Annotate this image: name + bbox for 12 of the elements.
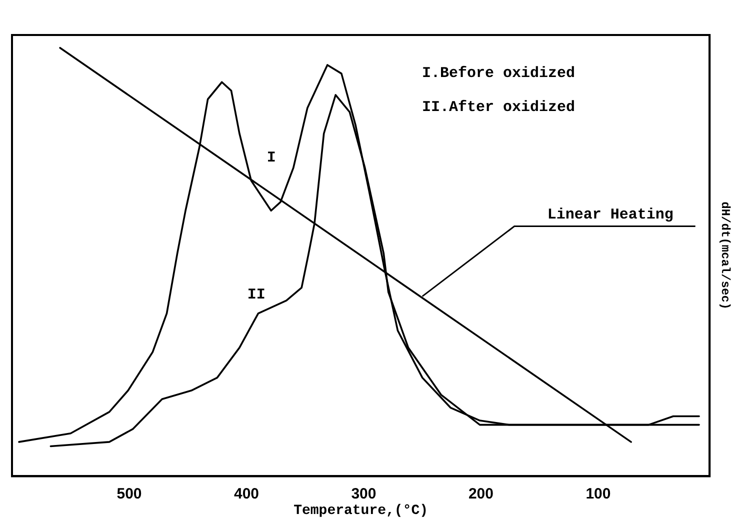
x-tick-label: 500 [116, 485, 142, 502]
x-axis-title: Temperature,(°C) [294, 503, 428, 520]
annotation: Linear Heating [547, 206, 674, 224]
annotation: I.Before oxidized [422, 65, 576, 82]
annotation: II.After oxidized [422, 99, 576, 116]
x-tick-label: 300 [351, 485, 376, 502]
x-tick-label: 200 [468, 485, 494, 502]
x-tick-label: 400 [234, 485, 260, 502]
x-tick-label: 100 [586, 485, 611, 502]
y-axis-title: dH/dt(mcal/sec) [718, 202, 732, 310]
series-label: I [266, 150, 276, 167]
series-label: II [247, 286, 266, 304]
